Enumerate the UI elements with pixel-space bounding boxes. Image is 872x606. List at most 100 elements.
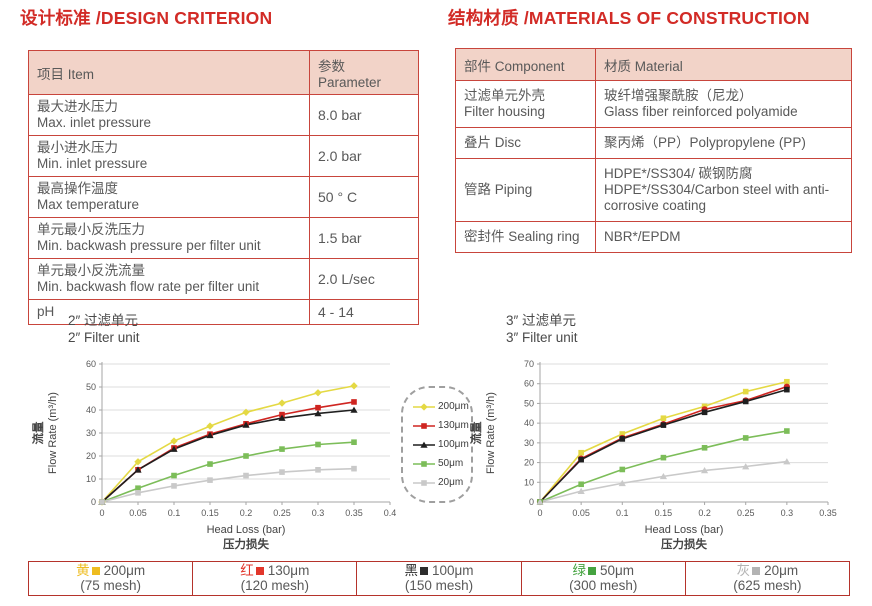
- materials-table: 部件 Component 材质 Material 过滤单元外壳 Filter ho…: [455, 48, 852, 253]
- chart-title: 3″ 过滤单元 3″ Filter unit: [506, 312, 846, 346]
- svg-text:10: 10: [86, 474, 96, 484]
- materials-table-header-row: 部件 Component 材质 Material: [455, 48, 852, 81]
- design-table-header-row: 项目 Item 参数 Parameter: [28, 50, 419, 95]
- chart-2in-filter-unit: 2″ 过滤单元 2″ Filter unit 0 10 20 30 40 50 60 0 0.0…: [30, 312, 408, 556]
- legend-item-label: 50μm: [438, 458, 464, 469]
- svg-text:0.25: 0.25: [737, 508, 755, 518]
- svg-text:压力损失: 压力损失: [661, 537, 707, 551]
- table-row: 叠片 Disc 聚丙烯（PP）Polypropylene (PP): [455, 127, 852, 159]
- svg-text:30: 30: [524, 438, 534, 448]
- mesh-color-legend: 黄 200μm (75 mesh) 红 130μm (120 mesh) 黑 100μm (15…: [28, 561, 850, 596]
- svg-text:70: 70: [524, 359, 534, 369]
- chart-legend-items: 200μm 130μm 100μm 50μm 20μm: [412, 397, 471, 492]
- design-criterion-table: 项目 Item 参数 Parameter 最大进水压力 Max. inlet pr…: [28, 50, 419, 325]
- micron-label: 130μm: [267, 563, 310, 578]
- chart-3in-filter-unit: 3″ 过滤单元 3″ Filter unit 0 10 20 30 40 50 60 70 0 0…: [468, 312, 846, 556]
- mesh-legend-cell-100μm: 黑 100μm (150 mesh): [356, 562, 520, 595]
- design-criterion-title: 设计标准 /DESIGN CRITERION: [20, 8, 273, 28]
- chart-title-cn: 3″ 过滤单元: [506, 313, 577, 328]
- item-label-cn: pH: [37, 304, 55, 319]
- item-label-en: Max temperature: [37, 197, 140, 212]
- svg-text:0.4: 0.4: [384, 508, 397, 518]
- svg-text:40: 40: [524, 418, 534, 428]
- table-row: 密封件 Sealing ring NBR*/EPDM: [455, 221, 852, 253]
- micron-label: 20μm: [764, 563, 799, 578]
- table-row: 最高操作温度 Max temperature 50 ° C: [28, 176, 419, 218]
- materials-col-component: 部件 Component: [455, 48, 596, 81]
- color-swatch-icon: [91, 567, 100, 575]
- color-swatch-icon: [419, 567, 428, 575]
- color-name-cn: 灰: [736, 563, 751, 578]
- table-row: 单元最小反洗流量 Min. backwash flow rate per filt…: [28, 258, 419, 300]
- mesh-label: (150 mesh): [404, 578, 474, 593]
- materials-of-construction-title: 结构材质 /MATERIALS OF CONSTRUCTION: [448, 8, 810, 28]
- item-value: 2.0 L/sec: [309, 258, 419, 300]
- chart-title-en: 3″ Filter unit: [506, 330, 578, 345]
- micron-label: 50μm: [599, 563, 634, 578]
- svg-text:Head Loss (bar): Head Loss (bar): [207, 524, 286, 536]
- legend-marker-icon: [413, 479, 435, 486]
- chart-title-en: 2″ Filter unit: [68, 330, 140, 345]
- item-value: 2.0 bar: [309, 135, 419, 177]
- item-value: 50 ° C: [309, 176, 419, 218]
- mesh-label: (75 mesh): [80, 578, 141, 593]
- material-value-cn: NBR*/EPDM: [604, 229, 681, 244]
- svg-text:0.15: 0.15: [655, 508, 673, 518]
- item-label-en: Max. inlet pressure: [37, 115, 152, 130]
- component-label-cn: 密封件 Sealing ring: [464, 229, 580, 244]
- micron-label: 200μm: [103, 563, 146, 578]
- legend-item-100μm: 100μm: [412, 435, 471, 454]
- color-swatch-icon: [587, 567, 596, 575]
- svg-text:10: 10: [524, 477, 534, 487]
- item-label-en: Min. backwash pressure per filter unit: [37, 238, 261, 253]
- legend-item-200μm: 200μm: [412, 397, 471, 416]
- component-label-cn: 叠片 Disc: [464, 135, 521, 150]
- svg-text:20: 20: [524, 458, 534, 468]
- micron-label: 100μm: [431, 563, 474, 578]
- svg-text:50: 50: [524, 398, 534, 408]
- mesh-legend-line1: 黄 200μm: [29, 563, 192, 578]
- mesh-label: (300 mesh): [569, 578, 638, 593]
- svg-text:0.05: 0.05: [572, 508, 590, 518]
- item-label-cn: 最小进水压力: [37, 140, 118, 155]
- svg-text:0.35: 0.35: [345, 508, 363, 518]
- component-label-cn: 过滤单元外壳: [464, 88, 545, 103]
- svg-text:0.35: 0.35: [819, 508, 837, 518]
- legend-item-50μm: 50μm: [412, 454, 471, 473]
- item-label-cn: 最大进水压力: [37, 99, 118, 114]
- color-name-cn: 红: [240, 563, 254, 578]
- component-label-cn: 管路 Piping: [464, 182, 533, 197]
- svg-text:30: 30: [86, 428, 96, 438]
- legend-item-130μm: 130μm: [412, 416, 471, 435]
- table-row: 过滤单元外壳 Filter housing 玻纤增强聚酰胺（尼龙） Glass fi…: [455, 80, 852, 128]
- mesh-legend-cell-50μm: 绿 50μm (300 mesh): [520, 562, 685, 595]
- material-value-en: Glass fiber reinforced polyamide: [604, 104, 798, 119]
- svg-text:60: 60: [524, 379, 534, 389]
- item-label-en: Min. inlet pressure: [37, 156, 148, 171]
- svg-text:0.1: 0.1: [616, 508, 629, 518]
- svg-text:流量: 流量: [31, 421, 45, 444]
- svg-text:0.2: 0.2: [698, 508, 711, 518]
- mesh-label: (625 mesh): [733, 578, 802, 593]
- mesh-legend-line1: 黑 100μm: [357, 563, 520, 578]
- svg-text:Head Loss (bar): Head Loss (bar): [645, 524, 724, 536]
- flow-rate-chart-2in: 0 10 20 30 40 50 60 0 0.05 0.1 0.15 0.2 0.25 0.3 0.35 0…: [31, 359, 397, 551]
- svg-text:0.1: 0.1: [168, 508, 181, 518]
- material-value-en: HDPE*/SS304/Carbon steel with anti-corro…: [604, 182, 830, 213]
- mesh-legend-line1: 红 130μm: [193, 563, 356, 578]
- svg-text:0: 0: [537, 508, 542, 518]
- svg-text:压力损失: 压力损失: [223, 537, 269, 551]
- mesh-legend-cell-20μm: 灰 20μm (625 mesh): [684, 562, 849, 595]
- legend-marker-icon: [413, 422, 435, 429]
- legend-item-label: 130μm: [438, 420, 469, 431]
- svg-text:0.3: 0.3: [312, 508, 325, 518]
- svg-text:0.2: 0.2: [240, 508, 253, 518]
- table-row: 单元最小反洗压力 Min. backwash pressure per filte…: [28, 217, 419, 259]
- legend-marker-icon: [413, 441, 435, 448]
- svg-text:流量: 流量: [469, 421, 483, 444]
- item-label-cn: 单元最小反洗流量: [37, 263, 145, 278]
- legend-item-20μm: 20μm: [412, 473, 471, 492]
- mesh-label: (120 mesh): [240, 578, 309, 593]
- table-row: 管路 Piping HDPE*/SS304/ 碳钢防腐 HDPE*/SS304/C…: [455, 158, 852, 222]
